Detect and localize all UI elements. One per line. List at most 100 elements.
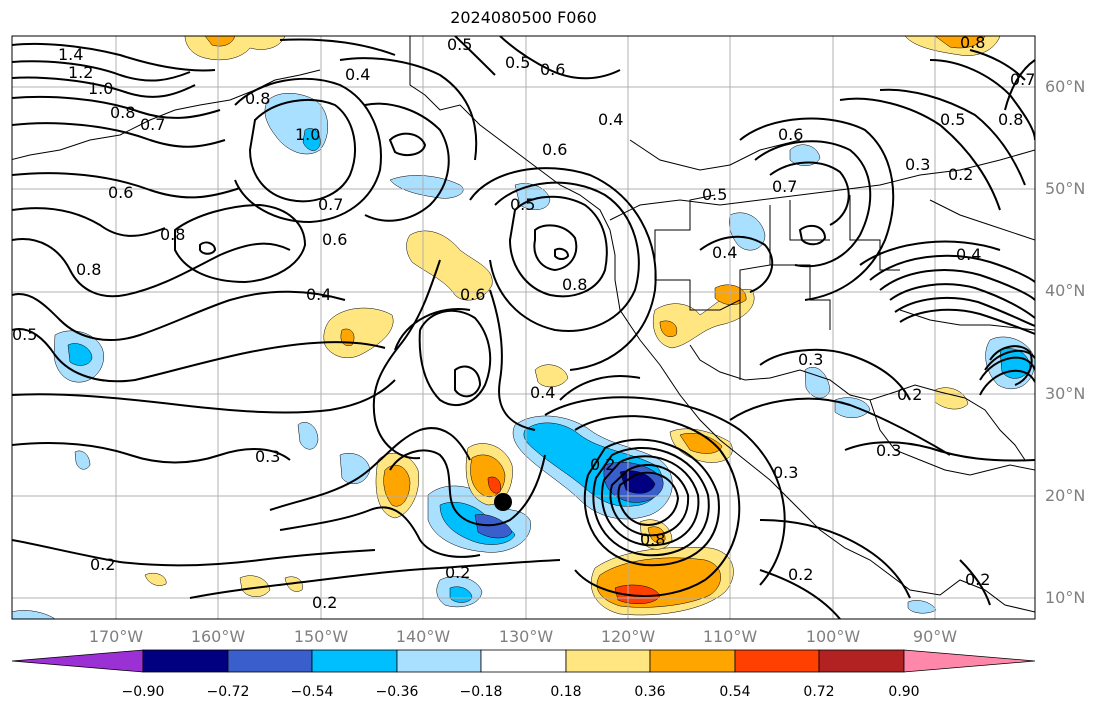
contour-label: 0.8 [640,530,665,549]
shade-pos-w2-red [487,476,501,494]
contour-label: 0.5 [702,185,727,204]
colorbar [11,649,1036,673]
colorbar-tick-label: −0.36 [375,684,419,700]
contour-label: 0.6 [542,140,567,159]
shade-pos-mid4-core2 [659,320,678,338]
colorbar-tick-label: −0.72 [206,684,250,700]
colorbar-bin [142,649,229,673]
shade-neg-west-core [67,343,93,366]
shade-neg-alaska-core [302,128,321,151]
colorbar-bin [311,649,398,673]
contour-label: 1.0 [88,79,113,98]
contour-labels: 1.4 1.2 1.0 0.8 0.7 0.8 0.6 0.5 1.0 0.8 … [12,33,1035,612]
contour-label: 0.6 [778,125,803,144]
contour-label: 0.2 [90,555,115,574]
contour-label: 0.3 [798,350,823,369]
contour-label: 1.4 [58,45,83,64]
colorbar-extend-left [11,649,144,673]
lon-label: 160°W [190,627,246,646]
contour-label: 1.2 [68,63,93,82]
storm-marker [494,493,512,511]
map-title: 2024080500 F060 [450,8,597,27]
contour-label: 0.2 [948,165,973,184]
map-frame [11,35,1036,620]
contour-label: 0.6 [540,60,565,79]
shade-neg-e [12,610,56,619]
contour-label: 0.7 [140,115,165,134]
contour-label: 0.5 [12,325,37,344]
contour-label: 0.4 [956,245,981,264]
contour-label: 0.7 [318,195,343,214]
contour-label: 0.8 [245,89,270,108]
contour-label: 0.6 [108,183,133,202]
lon-label: 130°W [498,627,554,646]
colorbar-tick-label: 0.72 [803,684,835,700]
lon-label: 140°W [395,627,451,646]
gridlines [12,36,1035,619]
shade-pos-sw [239,575,271,597]
lon-label: 170°W [88,627,144,646]
lon-label: 120°W [600,627,656,646]
contour-label: 0.2 [312,593,337,612]
shade-pos-sw3 [144,572,167,586]
contour-label: 0.8 [960,33,985,52]
contour-label: 0.6 [322,230,347,249]
shade-neg-rev-dark [619,470,656,494]
shade-pos-mid4-core [714,284,747,305]
colorbar-bin [396,649,482,673]
contour-label: 0.4 [345,65,370,84]
contour-label: 0.8 [110,103,135,122]
shade-pos-mid3 [534,364,569,388]
shade-neg-d [907,600,937,614]
contour-label: 0.3 [876,441,901,460]
lat-label: 20°N [1045,486,1086,505]
colorbar-extend-right [903,649,1036,673]
lat-label: 40°N [1045,281,1086,300]
lon-label: 100°W [805,627,861,646]
colorbar-bin [818,649,905,673]
contour-lines [12,36,1035,619]
colorbar-tick-label: 0.90 [888,684,920,700]
lat-label: 30°N [1045,384,1086,403]
map-area: 1.4 1.2 1.0 0.8 0.7 0.8 0.6 0.5 1.0 0.8 … [12,33,1035,619]
contour-label: 0.2 [897,385,922,404]
colorbar-bin [734,649,820,673]
shade-pos-e-core [679,432,723,454]
contour-label: 0.3 [773,463,798,482]
colorbar-bin [480,649,567,673]
contour-label: 0.5 [510,195,535,214]
contour-label: 0.4 [530,383,555,402]
lat-label: 10°N [1045,588,1086,607]
lat-label: 60°N [1045,77,1086,96]
contour-label: 0.7 [772,177,797,196]
contour-label: 0.8 [76,260,101,279]
colorbar-tick-label: −0.90 [121,684,165,700]
shade-neg-c [74,450,91,470]
lon-label: 150°W [293,627,349,646]
contour-label: 0.4 [598,110,623,129]
shade-neg-center-dark [474,514,513,539]
shade-pos-mid1 [406,230,493,301]
contour-label: 0.2 [788,565,813,584]
contour-label: 0.7 [1010,70,1035,89]
contour-label: 0.8 [998,110,1023,129]
contour-label: 0.5 [940,110,965,129]
contour-label: 0.8 [562,275,587,294]
contour-label: 0.4 [306,285,331,304]
contour-label: 1.0 [295,125,320,144]
contour-label: 0.2 [965,570,990,589]
contour-label: 0.6 [460,285,485,304]
contour-label: 0.3 [905,155,930,174]
colorbar-bin [227,649,313,673]
lon-label: 110°W [702,627,758,646]
contour-label: 0.8 [160,225,185,244]
shade-neg-a [297,422,319,450]
contour-label: 0.4 [712,243,737,262]
coastlines [12,36,1035,613]
contour-label: 0.2 [445,563,470,582]
colorbar-tick-label: −0.18 [459,684,503,700]
colorbar-bin [649,649,736,673]
contour-label: 0.5 [447,35,472,54]
contour-label: 0.5 [505,53,530,72]
